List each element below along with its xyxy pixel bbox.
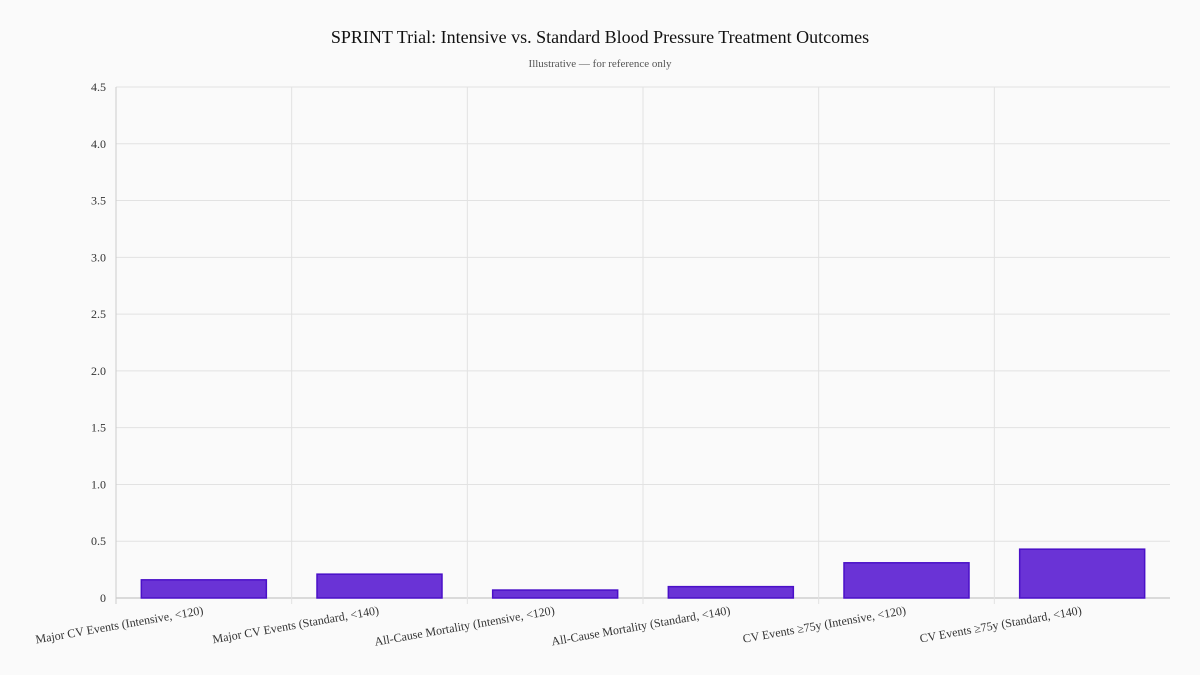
- chart-subtitle: Illustrative — for reference only: [529, 58, 672, 70]
- y-tick-label: 3.0: [91, 250, 106, 264]
- y-tick-label: 0: [100, 591, 106, 605]
- x-tick-label: Major CV Events (Intensive, <120): [34, 603, 204, 646]
- y-tick-label: 4.5: [91, 80, 106, 94]
- bar: [491, 589, 619, 599]
- bar: [1018, 548, 1146, 599]
- y-tick-label: 2.5: [91, 307, 106, 321]
- y-tick-label: 3.5: [91, 194, 106, 208]
- chart-title: SPRINT Trial: Intensive vs. Standard Blo…: [331, 27, 869, 47]
- y-tick-label: 0.5: [91, 534, 106, 548]
- x-axis: Major CV Events (Intensive, <120) Major C…: [34, 603, 1082, 649]
- x-tick-label: Major CV Events (Standard, <140): [211, 603, 380, 646]
- bar: [140, 579, 268, 599]
- y-tick-label: 1.0: [91, 477, 106, 491]
- bar: [843, 562, 970, 599]
- bars: [140, 548, 1146, 599]
- x-tick-label: CV Events ≥75y (Intensive, <120): [742, 603, 907, 646]
- x-tick-label: All-Cause Mortality (Intensive, <120): [373, 603, 555, 649]
- x-tick-label: CV Events ≥75y (Standard, <140): [919, 603, 1083, 645]
- y-tick-label: 1.5: [91, 421, 106, 435]
- bar: [316, 573, 443, 599]
- y-tick-label: 2.0: [91, 364, 106, 378]
- y-tick-label: 4.0: [91, 137, 106, 151]
- bar: [667, 585, 795, 599]
- y-axis: 0 0.5 1.0 1.5 2.0 2.5 3.0 3.5 4.0 4.5: [91, 80, 106, 605]
- grid: [115, 86, 1170, 604]
- x-tick-label: All-Cause Mortality (Standard, <140): [550, 603, 731, 648]
